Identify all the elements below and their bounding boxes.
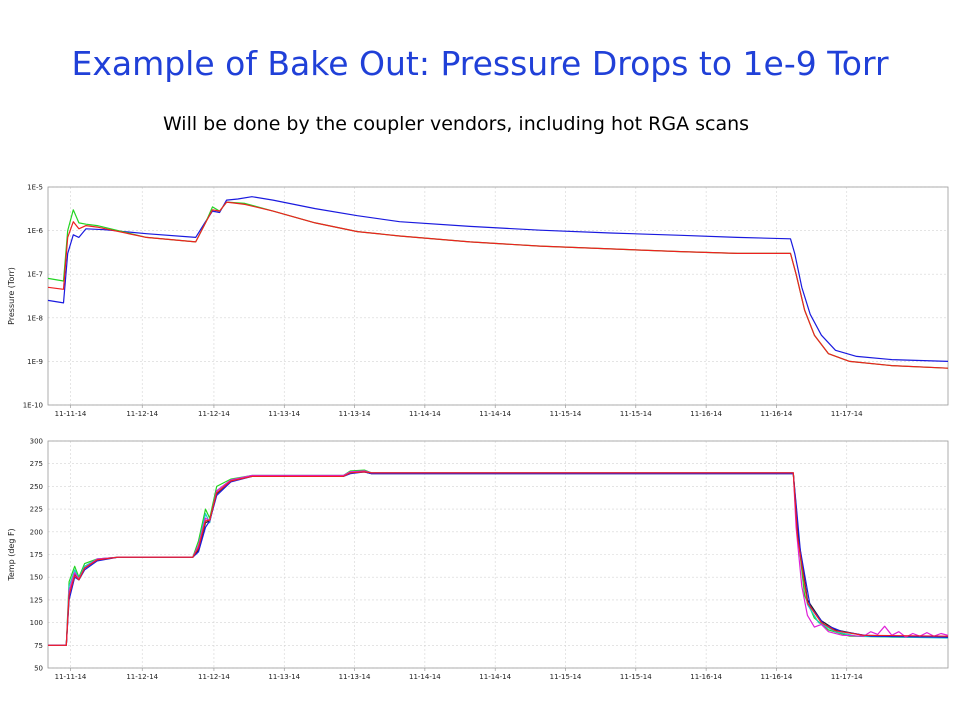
series-line-cyan (48, 470, 949, 646)
x-tick-label: 11-15-14 (550, 673, 582, 681)
y-tick-label: 1E-5 (27, 184, 43, 192)
x-tick-label: 11-12-14 (126, 410, 158, 418)
series-line-magenta (48, 470, 949, 646)
y-tick-label: 175 (30, 551, 43, 559)
x-tick-label: 11-17-14 (831, 410, 863, 418)
y-tick-label: 1E-9 (27, 358, 43, 366)
y-tick-label: 1E-6 (27, 227, 43, 235)
x-tick-label: 11-13-14 (339, 410, 371, 418)
y-tick-label: 50 (34, 665, 43, 673)
x-tick-label: 11-14-14 (479, 410, 511, 418)
series-line-red (48, 471, 949, 646)
y-axis-label: Temp (deg F) (7, 528, 16, 581)
x-tick-label: 11-12-14 (198, 410, 230, 418)
plot-frame (47, 186, 949, 406)
slide-subtitle: Will be done by the coupler vendors, inc… (162, 113, 750, 135)
series-line-black (48, 471, 949, 646)
plot-frame (47, 440, 949, 669)
series-line-red (47, 201, 949, 369)
x-tick-label: 11-12-14 (198, 673, 230, 681)
x-tick-label: 11-15-14 (620, 410, 652, 418)
y-tick-label: 100 (30, 619, 43, 627)
x-tick-label: 11-14-14 (479, 673, 511, 681)
x-tick-label: 11-14-14 (409, 410, 441, 418)
series-line-blue (47, 196, 949, 362)
x-tick-label: 11-11-14 (55, 673, 87, 681)
x-tick-label: 11-13-14 (268, 410, 300, 418)
y-tick-label: 250 (30, 483, 43, 491)
y-tick-label: 1E-8 (27, 314, 43, 322)
series-line-green (47, 201, 949, 369)
x-tick-label: 11-12-14 (126, 673, 158, 681)
y-tick-label: 300 (30, 438, 43, 446)
x-tick-label: 11-15-14 (550, 410, 582, 418)
x-tick-label: 11-15-14 (620, 673, 652, 681)
series-line-blue (48, 471, 949, 646)
temperature-chart: 300 275 250 225 200 175 150 125 100 75 50 11-11-14 1… (7, 438, 949, 681)
pressure-chart: 1E-5 1E-6 1E-7 1E-8 1E-9 1E-10 11-11-14 11-12-1… (7, 184, 949, 418)
x-tick-label: 11-14-14 (409, 673, 441, 681)
y-tick-label: 150 (30, 574, 43, 582)
y-tick-label: 275 (30, 460, 43, 468)
y-tick-label: 200 (30, 528, 43, 536)
slide-title: Example of Bake Out: Pressure Drops to 1… (71, 44, 889, 83)
x-tick-label: 11-11-14 (55, 410, 87, 418)
y-axis-label: Pressure (Torr) (7, 267, 16, 325)
x-tick-label: 11-16-14 (690, 673, 722, 681)
y-tick-label: 1E-10 (23, 402, 43, 410)
y-tick-label: 125 (30, 596, 43, 604)
x-tick-label: 11-17-14 (831, 673, 863, 681)
x-tick-label: 11-16-14 (690, 410, 722, 418)
x-tick-label: 11-16-14 (761, 410, 793, 418)
x-tick-label: 11-16-14 (761, 673, 793, 681)
x-tick-label: 11-13-14 (339, 673, 371, 681)
x-tick-label: 11-13-14 (268, 673, 300, 681)
y-tick-label: 75 (34, 642, 43, 650)
y-tick-label: 1E-7 (27, 271, 43, 279)
y-tick-label: 225 (30, 506, 43, 514)
